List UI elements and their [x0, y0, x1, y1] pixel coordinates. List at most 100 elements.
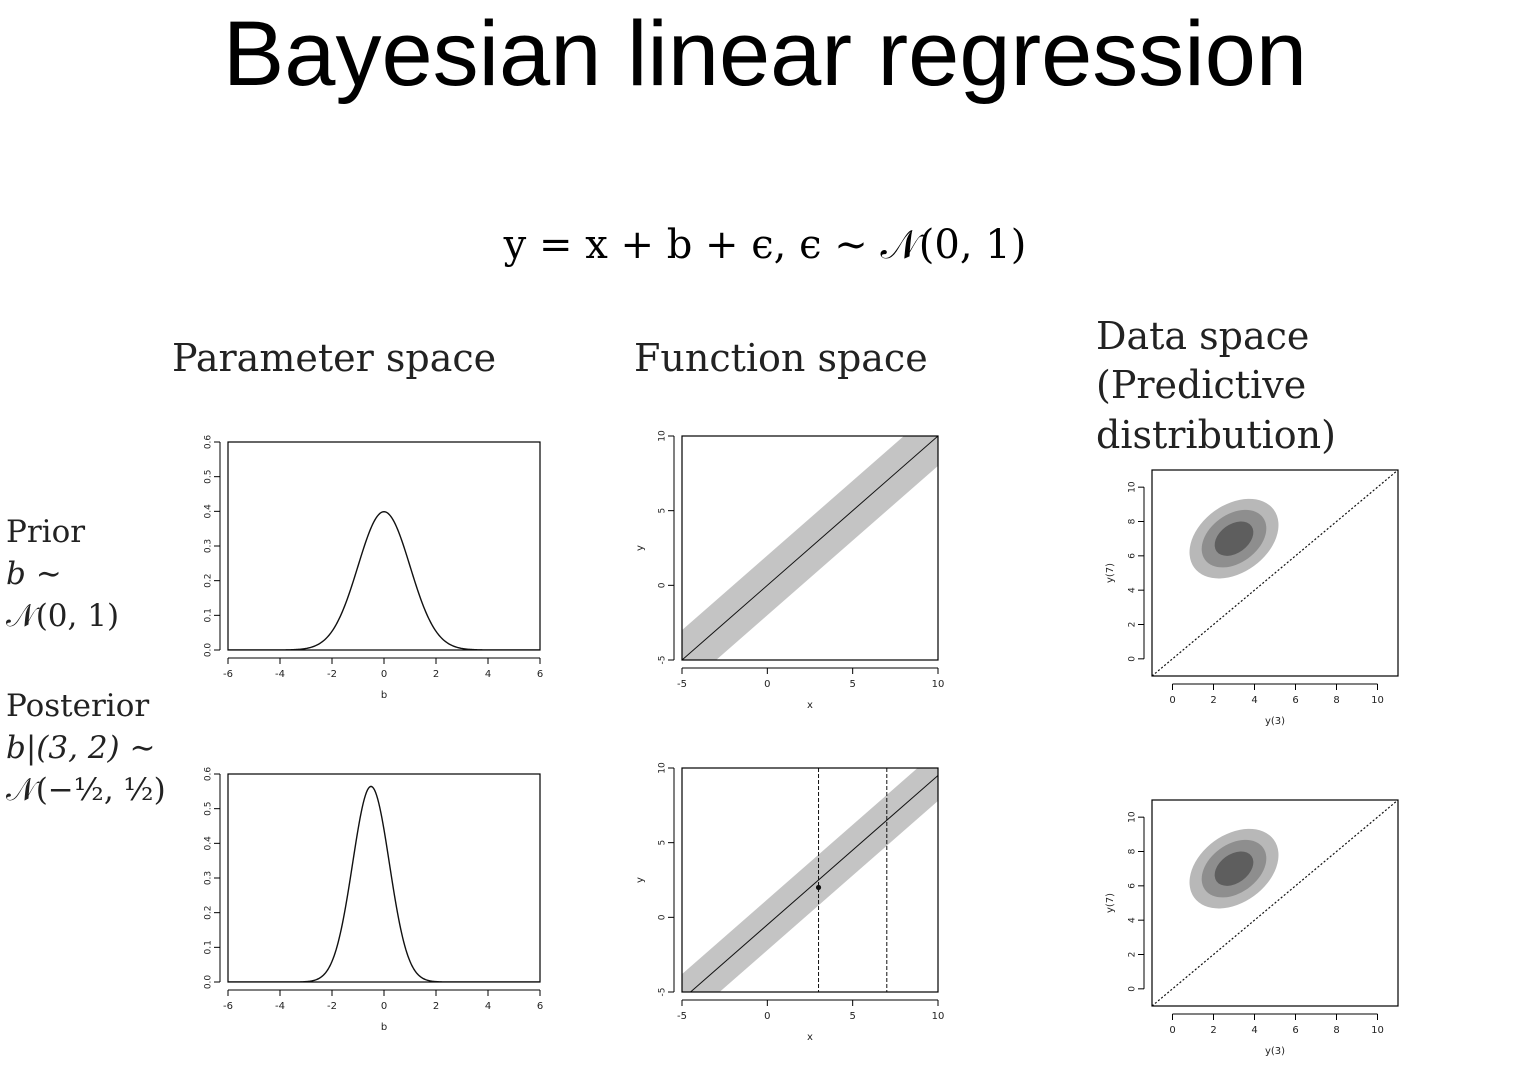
x-tick-label: -5 — [677, 1011, 687, 1022]
slide-title: Bayesian linear regression — [222, 3, 1308, 105]
x-axis-label: b — [381, 1022, 387, 1033]
x-axis-label: y(3) — [1265, 716, 1285, 727]
identity-diagonal-line — [1152, 470, 1398, 676]
y-tick-label: 4 — [1128, 917, 1138, 923]
y-tick-label: 6 — [1128, 883, 1138, 889]
y-tick-label: 6 — [1128, 553, 1138, 559]
y-tick-label: 2 — [1128, 622, 1138, 628]
x-axis-label: x — [807, 1032, 813, 1043]
x-tick-label: 6 — [537, 669, 543, 680]
plot-frame — [681, 435, 939, 661]
y-axis-label: y(7) — [1105, 893, 1116, 913]
x-tick-label: -6 — [223, 1001, 233, 1012]
x-tick-label: 10 — [1371, 695, 1384, 706]
y-tick-label: 10 — [658, 762, 668, 774]
y-tick-label: 0.0 — [204, 975, 214, 990]
prior-function-plot: -5 0 5 10 -5 0 5 10 x y — [635, 430, 945, 711]
model-equation: y = x + b + ϵ, ϵ ∼ 𝒩(0, 1) — [503, 222, 1027, 268]
predictive-plot-area — [1152, 470, 1398, 676]
x-tick-label: 2 — [1210, 1025, 1216, 1036]
y-tick-label: 0.2 — [204, 574, 214, 588]
x-axis-label: y(3) — [1265, 1046, 1285, 1057]
plot-frame — [1151, 469, 1399, 677]
prior-data-plot: 0 2 4 6 8 10 0 2 4 6 8 10 y(3) y(7) — [1105, 469, 1399, 727]
x-tick-label: 4 — [485, 1001, 491, 1012]
posterior-label-line-2: b|(3, 2) ∼ — [6, 729, 156, 766]
y-tick-label: 0 — [1128, 986, 1138, 992]
function-plot-area — [682, 768, 938, 992]
row-label-posterior: Posterior b|(3, 2) ∼ 𝒩(−½, ½) — [6, 686, 166, 812]
y-tick-label: 0.1 — [204, 940, 214, 954]
x-tick-label: 2 — [433, 1001, 439, 1012]
function-plot-area — [682, 436, 938, 660]
y-tick-label: 8 — [1128, 518, 1138, 524]
prior-label-line-3: 𝒩(0, 1) — [6, 597, 120, 634]
y-axis-label: y(7) — [1105, 563, 1116, 583]
observed-data-point — [815, 884, 822, 891]
posterior-parameter-plot: -6 -4 -2 0 2 4 6 0.0 0.1 0.2 0.3 0.4 0.5 0.6 b — [204, 767, 544, 1033]
column-heading-parameter-space: Parameter space — [172, 336, 497, 380]
predictive-density-contour — [1214, 521, 1254, 556]
posterior-data-plot: 0 2 4 6 8 10 0 2 4 6 8 10 y(3) y(7) — [1105, 799, 1399, 1057]
y-tick-label: 0.6 — [204, 767, 214, 782]
x-tick-label: 6 — [1292, 695, 1298, 706]
x-tick-label: 10 — [932, 1011, 945, 1022]
y-tick-label: 0.0 — [204, 643, 214, 658]
column-heading-function-space: Function space — [634, 336, 928, 380]
y-tick-label: 10 — [1128, 811, 1138, 823]
x-tick-label: 0 — [381, 669, 387, 680]
y-tick-label: 0.4 — [204, 504, 214, 519]
x-tick-label: 2 — [433, 669, 439, 680]
x-tick-label: 4 — [1251, 695, 1257, 706]
x-tick-label: 8 — [1333, 1025, 1339, 1036]
confidence-band — [682, 768, 938, 992]
x-tick-label: 6 — [1292, 1025, 1298, 1036]
y-tick-label: 0.6 — [204, 435, 214, 450]
prior-label-line-1: Prior — [6, 514, 86, 550]
x-tick-label: 5 — [849, 1011, 855, 1022]
x-tick-label: 0 — [1169, 1025, 1175, 1036]
y-tick-label: 4 — [1128, 587, 1138, 593]
posterior-function-plot: -5 0 5 10 -5 0 5 10 x y — [635, 762, 945, 1043]
y-axis-label: y — [635, 877, 646, 883]
y-tick-label: 0 — [658, 582, 668, 588]
x-tick-label: 10 — [932, 679, 945, 690]
y-tick-label: 0.3 — [204, 871, 214, 885]
x-tick-label: -4 — [275, 669, 285, 680]
regression-line — [682, 436, 938, 660]
plot-frame — [227, 773, 541, 983]
x-tick-label: -2 — [327, 1001, 337, 1012]
plot-frame — [1151, 799, 1399, 1007]
x-tick-label: 8 — [1333, 695, 1339, 706]
x-axis-label: x — [807, 700, 813, 711]
posterior-label-line-1: Posterior — [6, 688, 150, 724]
row-label-prior: Prior b ∼ 𝒩(0, 1) — [6, 512, 119, 638]
prior-parameter-plot: -6 -4 -2 0 2 4 6 0.0 0.1 0.2 0.3 0.4 0.5 0.6 b — [204, 435, 544, 701]
x-tick-label: -6 — [223, 669, 233, 680]
x-tick-label: 5 — [849, 679, 855, 690]
plot-frame — [227, 441, 541, 651]
x-tick-label: 4 — [1251, 1025, 1257, 1036]
density-curve — [228, 510, 540, 650]
y-tick-label: 0.5 — [204, 802, 214, 816]
predictive-plot-area — [1152, 800, 1398, 1006]
x-tick-label: -4 — [275, 1001, 285, 1012]
y-tick-label: 2 — [1128, 952, 1138, 958]
x-tick-label: 0 — [1169, 695, 1175, 706]
plot-frame — [681, 767, 939, 993]
density-curve — [228, 785, 540, 982]
y-tick-label: 0.2 — [204, 906, 214, 920]
x-tick-label: 4 — [485, 669, 491, 680]
posterior-label-line-3: 𝒩(−½, ½) — [6, 771, 166, 808]
y-tick-label: 0.1 — [204, 608, 214, 622]
x-tick-label: 2 — [1210, 695, 1216, 706]
y-tick-label: -5 — [658, 656, 668, 665]
y-tick-label: -5 — [658, 988, 668, 997]
predictive-density-contour — [1214, 851, 1254, 886]
x-tick-label: -2 — [327, 669, 337, 680]
column-heading-data-space: Data space (Predictive distribution) — [1096, 314, 1336, 457]
y-tick-label: 5 — [658, 508, 668, 514]
x-tick-label: 0 — [764, 1011, 770, 1022]
x-tick-label: 10 — [1371, 1025, 1384, 1036]
y-tick-label: 0.3 — [204, 539, 214, 553]
